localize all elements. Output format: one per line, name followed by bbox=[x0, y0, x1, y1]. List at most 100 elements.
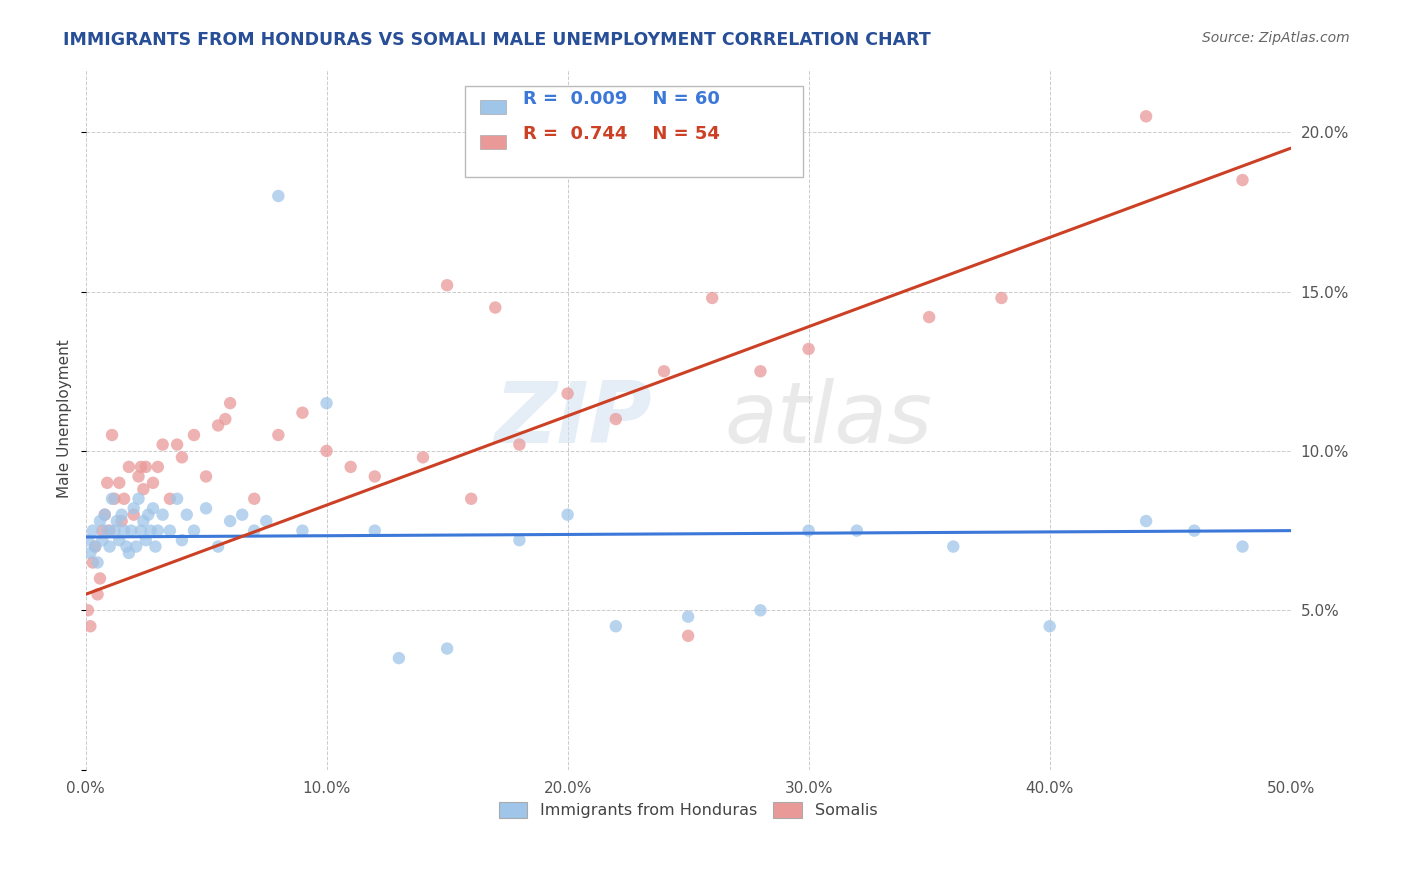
Point bbox=[1135, 514, 1157, 528]
Point bbox=[98, 540, 121, 554]
Point bbox=[103, 524, 125, 538]
Point bbox=[135, 533, 157, 548]
Point bbox=[84, 540, 107, 554]
Point bbox=[142, 475, 165, 490]
Point bbox=[152, 437, 174, 451]
Text: atlas: atlas bbox=[724, 377, 932, 460]
Point bbox=[918, 310, 941, 324]
Text: R =  0.744    N = 54: R = 0.744 N = 54 bbox=[523, 125, 720, 143]
Text: R =  0.009    N = 60: R = 0.009 N = 60 bbox=[523, 90, 720, 108]
Point bbox=[364, 469, 387, 483]
FancyBboxPatch shape bbox=[465, 86, 803, 178]
Point bbox=[122, 501, 145, 516]
Text: IMMIGRANTS FROM HONDURAS VS SOMALI MALE UNEMPLOYMENT CORRELATION CHART: IMMIGRANTS FROM HONDURAS VS SOMALI MALE … bbox=[63, 31, 931, 49]
FancyBboxPatch shape bbox=[479, 135, 506, 149]
Point bbox=[136, 508, 159, 522]
Point bbox=[1039, 619, 1062, 633]
Point bbox=[159, 524, 181, 538]
Point bbox=[120, 524, 142, 538]
Point bbox=[101, 428, 124, 442]
Point bbox=[254, 514, 277, 528]
Point bbox=[436, 278, 458, 293]
Point bbox=[112, 524, 135, 538]
Point bbox=[749, 364, 772, 378]
Point bbox=[96, 475, 118, 490]
Point bbox=[79, 619, 101, 633]
Point bbox=[118, 546, 141, 560]
Point bbox=[797, 524, 820, 538]
Point bbox=[605, 412, 627, 426]
Point bbox=[132, 482, 155, 496]
Point bbox=[557, 386, 579, 401]
Point bbox=[315, 444, 337, 458]
Point bbox=[845, 524, 868, 538]
Point bbox=[183, 428, 205, 442]
Point bbox=[129, 459, 152, 474]
Point bbox=[128, 469, 150, 483]
Point bbox=[1232, 540, 1254, 554]
Point bbox=[103, 491, 125, 506]
Point bbox=[388, 651, 411, 665]
Point bbox=[82, 556, 104, 570]
Point bbox=[508, 533, 530, 548]
Point bbox=[129, 524, 152, 538]
Point bbox=[243, 491, 266, 506]
Point bbox=[77, 603, 100, 617]
Point bbox=[1182, 524, 1205, 538]
Point bbox=[291, 406, 314, 420]
Point bbox=[128, 491, 150, 506]
Point bbox=[111, 508, 134, 522]
Point bbox=[159, 491, 181, 506]
Point bbox=[94, 508, 117, 522]
Point bbox=[112, 491, 135, 506]
Point bbox=[96, 524, 118, 538]
Point bbox=[145, 540, 167, 554]
Point bbox=[652, 364, 675, 378]
Point bbox=[676, 609, 699, 624]
Point bbox=[1135, 109, 1157, 123]
Point bbox=[142, 501, 165, 516]
Point bbox=[170, 533, 193, 548]
Point bbox=[942, 540, 965, 554]
Point bbox=[291, 524, 314, 538]
Point bbox=[132, 514, 155, 528]
Point bbox=[702, 291, 724, 305]
Point bbox=[139, 524, 162, 538]
Point bbox=[115, 540, 138, 554]
Point bbox=[364, 524, 387, 538]
Point bbox=[183, 524, 205, 538]
Point bbox=[125, 540, 148, 554]
Point bbox=[207, 540, 229, 554]
Point bbox=[557, 508, 579, 522]
Point bbox=[79, 546, 101, 560]
Point bbox=[176, 508, 198, 522]
Point bbox=[91, 524, 114, 538]
Point bbox=[101, 491, 124, 506]
Point bbox=[219, 396, 242, 410]
Point bbox=[267, 428, 290, 442]
Point bbox=[91, 533, 114, 548]
Point bbox=[82, 524, 104, 538]
Point bbox=[267, 189, 290, 203]
Point bbox=[146, 459, 169, 474]
Y-axis label: Male Unemployment: Male Unemployment bbox=[58, 340, 72, 499]
Point bbox=[195, 469, 218, 483]
Point bbox=[508, 437, 530, 451]
Point bbox=[146, 524, 169, 538]
Point bbox=[108, 475, 131, 490]
Point bbox=[990, 291, 1012, 305]
Point bbox=[98, 524, 121, 538]
Point bbox=[1232, 173, 1254, 187]
Point bbox=[152, 508, 174, 522]
Point bbox=[214, 412, 236, 426]
Point bbox=[170, 450, 193, 465]
Point bbox=[86, 556, 108, 570]
FancyBboxPatch shape bbox=[479, 100, 506, 114]
Point bbox=[219, 514, 242, 528]
Point bbox=[135, 459, 157, 474]
Point bbox=[231, 508, 253, 522]
Point bbox=[436, 641, 458, 656]
Point bbox=[108, 533, 131, 548]
Legend: Immigrants from Honduras, Somalis: Immigrants from Honduras, Somalis bbox=[492, 796, 884, 825]
Text: Source: ZipAtlas.com: Source: ZipAtlas.com bbox=[1202, 31, 1350, 45]
